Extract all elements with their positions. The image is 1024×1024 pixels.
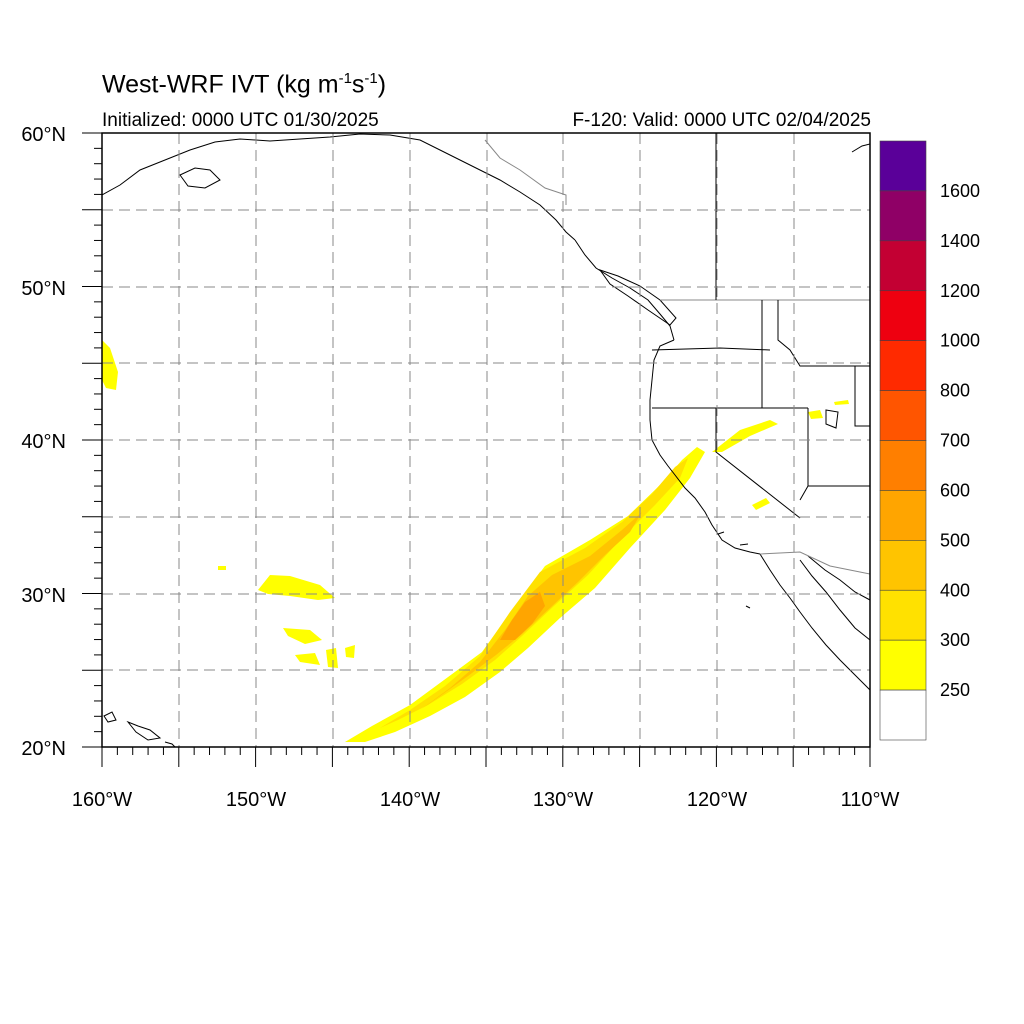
colorbar-label: 300 [940,630,970,650]
lon-label-130w: 130°W [533,789,593,811]
colorbar-label: 1400 [940,231,980,251]
ivt-500-core [500,592,545,640]
pacific-nw-coast [649,339,761,555]
colorbar-label: 400 [940,580,970,600]
ivt-patch-3 [295,653,320,665]
colorbar-label: 1600 [940,181,980,201]
colorbar-label: 500 [940,530,970,550]
vancouver-island [598,269,677,326]
colorbar-box [879,240,927,292]
colorbar-box [879,490,927,541]
kodiak-coast [179,167,221,189]
lon-label-110w: 110°W [841,789,900,811]
lat-label-50: 50°N [21,278,66,300]
colorbar-label: 700 [940,431,970,451]
hawaii-islands [103,711,176,747]
lon-labels: 160°W 150°W 140°W 130°W 120°W 110°W [72,789,900,811]
great-salt-lake [825,409,839,429]
colorbar-box [879,440,927,491]
initialized-time: Initialized: 0000 UTC 01/30/2025 [102,110,379,131]
axis-ticks [82,132,871,767]
alaska-canada-border [484,139,567,205]
colorbar-label: 1200 [940,281,980,301]
colorbar-label: 250 [940,680,970,700]
lat-label-60: 60°N [21,124,66,146]
colorbar [879,140,927,741]
bc-coast [574,239,675,341]
lat-label-40: 40°N [21,431,66,453]
colorbar-labels: 1600 1400 1200 1000 800 700 600 500 400 300 250 [940,181,980,700]
gulf-of-california [799,559,870,641]
ivt-small-spot [218,566,226,570]
baja-coast [759,553,870,691]
state-borders [651,133,870,519]
colorbar-label: 1000 [940,331,980,351]
colorbar-label: 600 [940,480,970,500]
colorbar-box [879,340,927,391]
ivt-west-edge-patch [102,340,118,390]
colorbar-box [879,290,927,341]
mexico-mainland [807,555,870,601]
colorbar-box [879,589,927,641]
channel-islands [717,531,751,609]
lon-label-150w: 150°W [226,789,286,811]
ivt-arizona-spot [808,410,823,419]
colorbar-box [879,639,927,691]
lon-label-120w: 120°W [687,789,747,811]
colorbar-box [879,689,927,741]
ivt-ne-filament [712,420,778,452]
colorbar-box [879,390,927,441]
ivt-patch-4 [326,648,338,668]
chart-title: West-WRF IVT (kg m-1s-1) [102,70,387,99]
borders [484,133,870,575]
alaska-coast [102,133,576,241]
colorbar-box [879,140,927,192]
colorbar-box [879,540,927,591]
graticule [102,133,870,747]
lat-label-20: 20°N [21,738,66,760]
ivt-wyoming-spot [834,400,849,405]
valid-time: F-120: Valid: 0000 UTC 02/04/2025 [572,110,871,131]
coastlines [102,133,870,747]
colorbar-box [879,190,927,242]
colorbar-label: 800 [940,381,970,401]
lat-label-30: 30°N [21,585,66,607]
lon-label-160w: 160°W [72,789,132,811]
ne-corner-coast [851,143,870,153]
lat-labels: 60°N 50°N 40°N 30°N 20°N [21,124,66,760]
ivt-nevada-spot [752,498,770,510]
us-mexico-border [759,551,870,575]
lon-label-140w: 140°W [380,789,440,811]
ivt-patch-2 [283,628,322,644]
ivt-patch-5 [345,645,355,658]
